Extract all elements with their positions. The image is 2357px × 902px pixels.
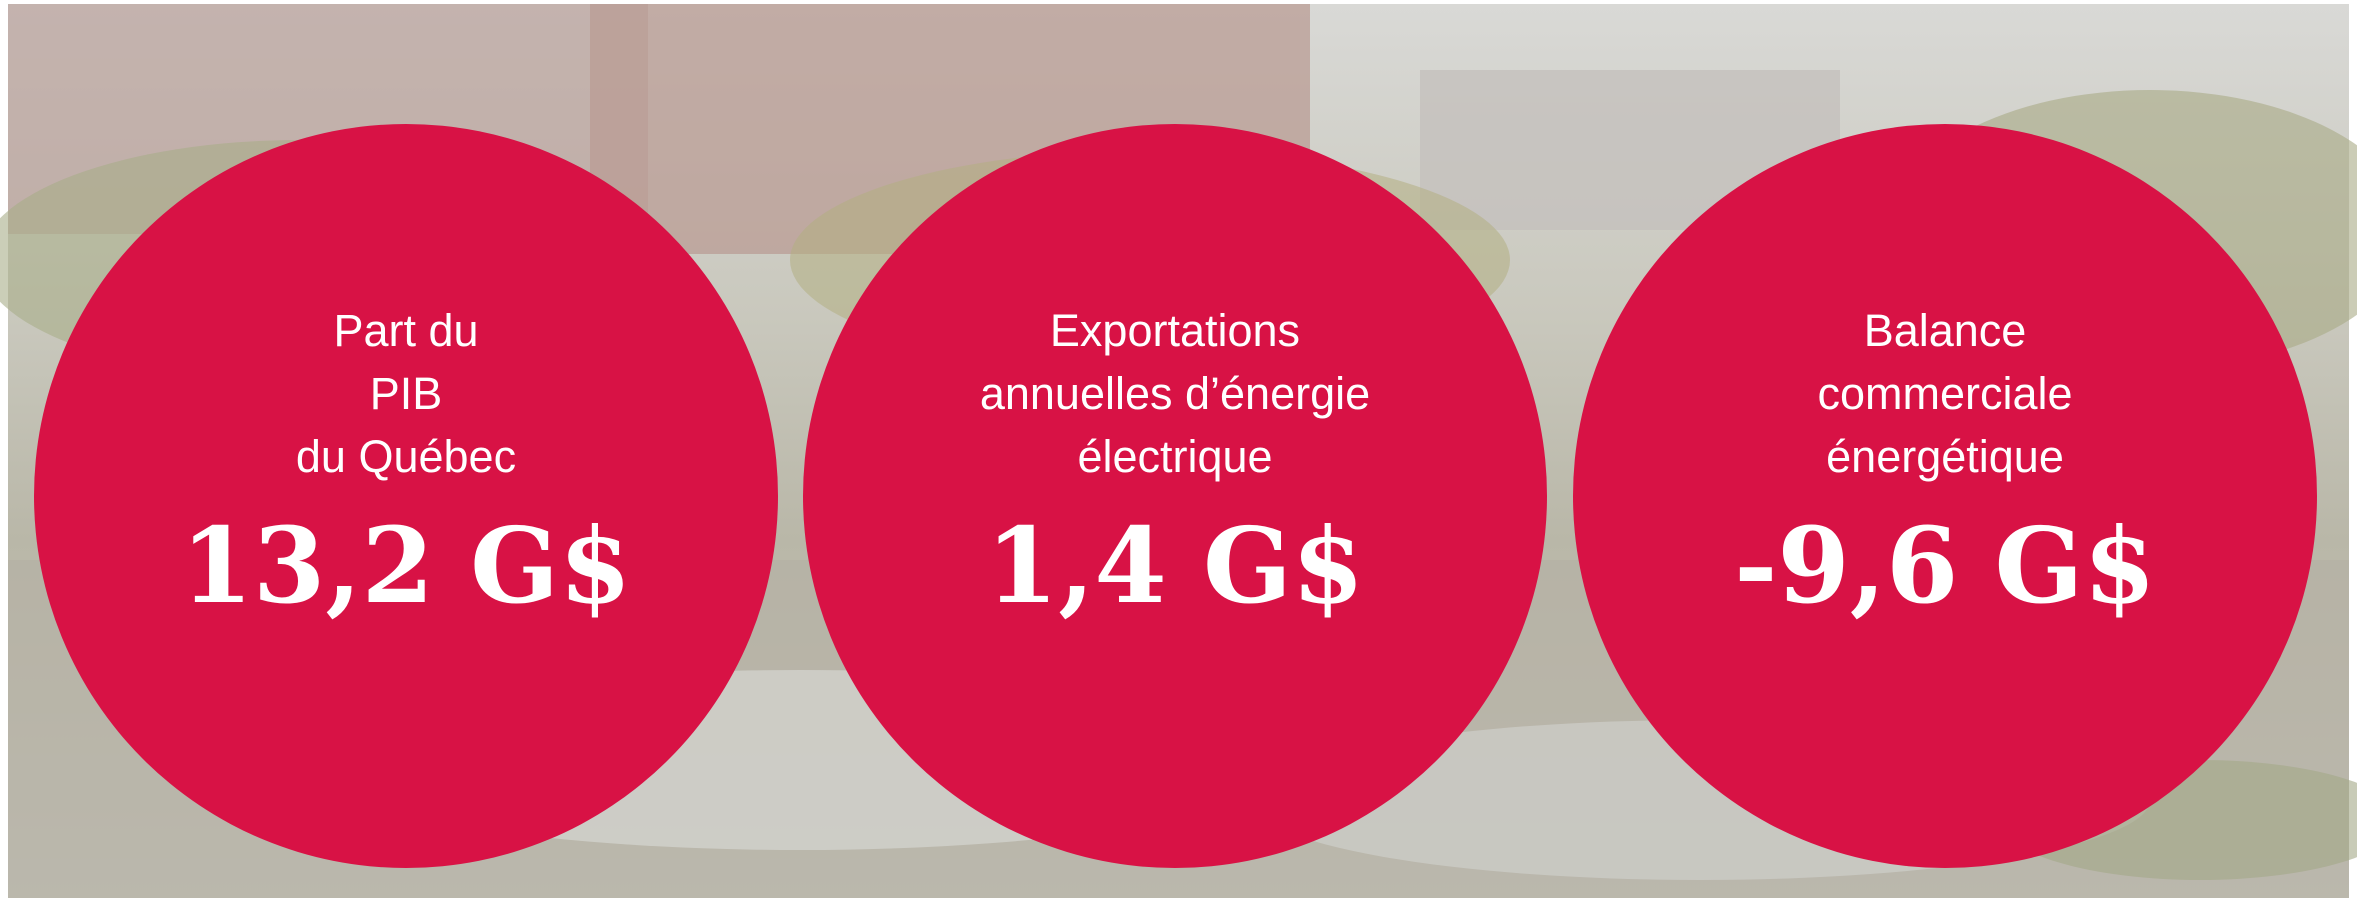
stat-value: -9,6 G$ [1734,504,2155,627]
stat-circle: Exportations annuelles d’énergie électriqu… [803,124,1547,868]
stat-label: Exportations [1050,305,1300,356]
stat-label: commerciale [1817,368,2072,419]
stat-label: énergétique [1826,431,2064,482]
circles: Part du PIB du Québec 13,2 G$ Exportations an… [34,124,2317,868]
stat-value: 13,2 G$ [181,504,632,627]
circle [34,124,778,868]
stat-label: Balance [1864,305,2027,356]
stat-label: du Québec [296,431,516,482]
stat-label: PIB [370,368,443,419]
stat-circle: Part du PIB du Québec 13,2 G$ [34,124,778,868]
stat-value: 1,4 G$ [986,504,1364,627]
circle [1573,124,2317,868]
circle [803,124,1547,868]
page: Part du PIB du Québec 13,2 G$ Exportations an… [0,0,2357,902]
stat-label: Part du [333,305,478,356]
infographic: Part du PIB du Québec 13,2 G$ Exportations an… [0,0,2357,902]
stat-circle: Balance commerciale énergétique -9,6 G$ [1573,124,2317,868]
stat-label: annuelles d’énergie [980,368,1370,419]
stat-label: électrique [1077,431,1272,482]
